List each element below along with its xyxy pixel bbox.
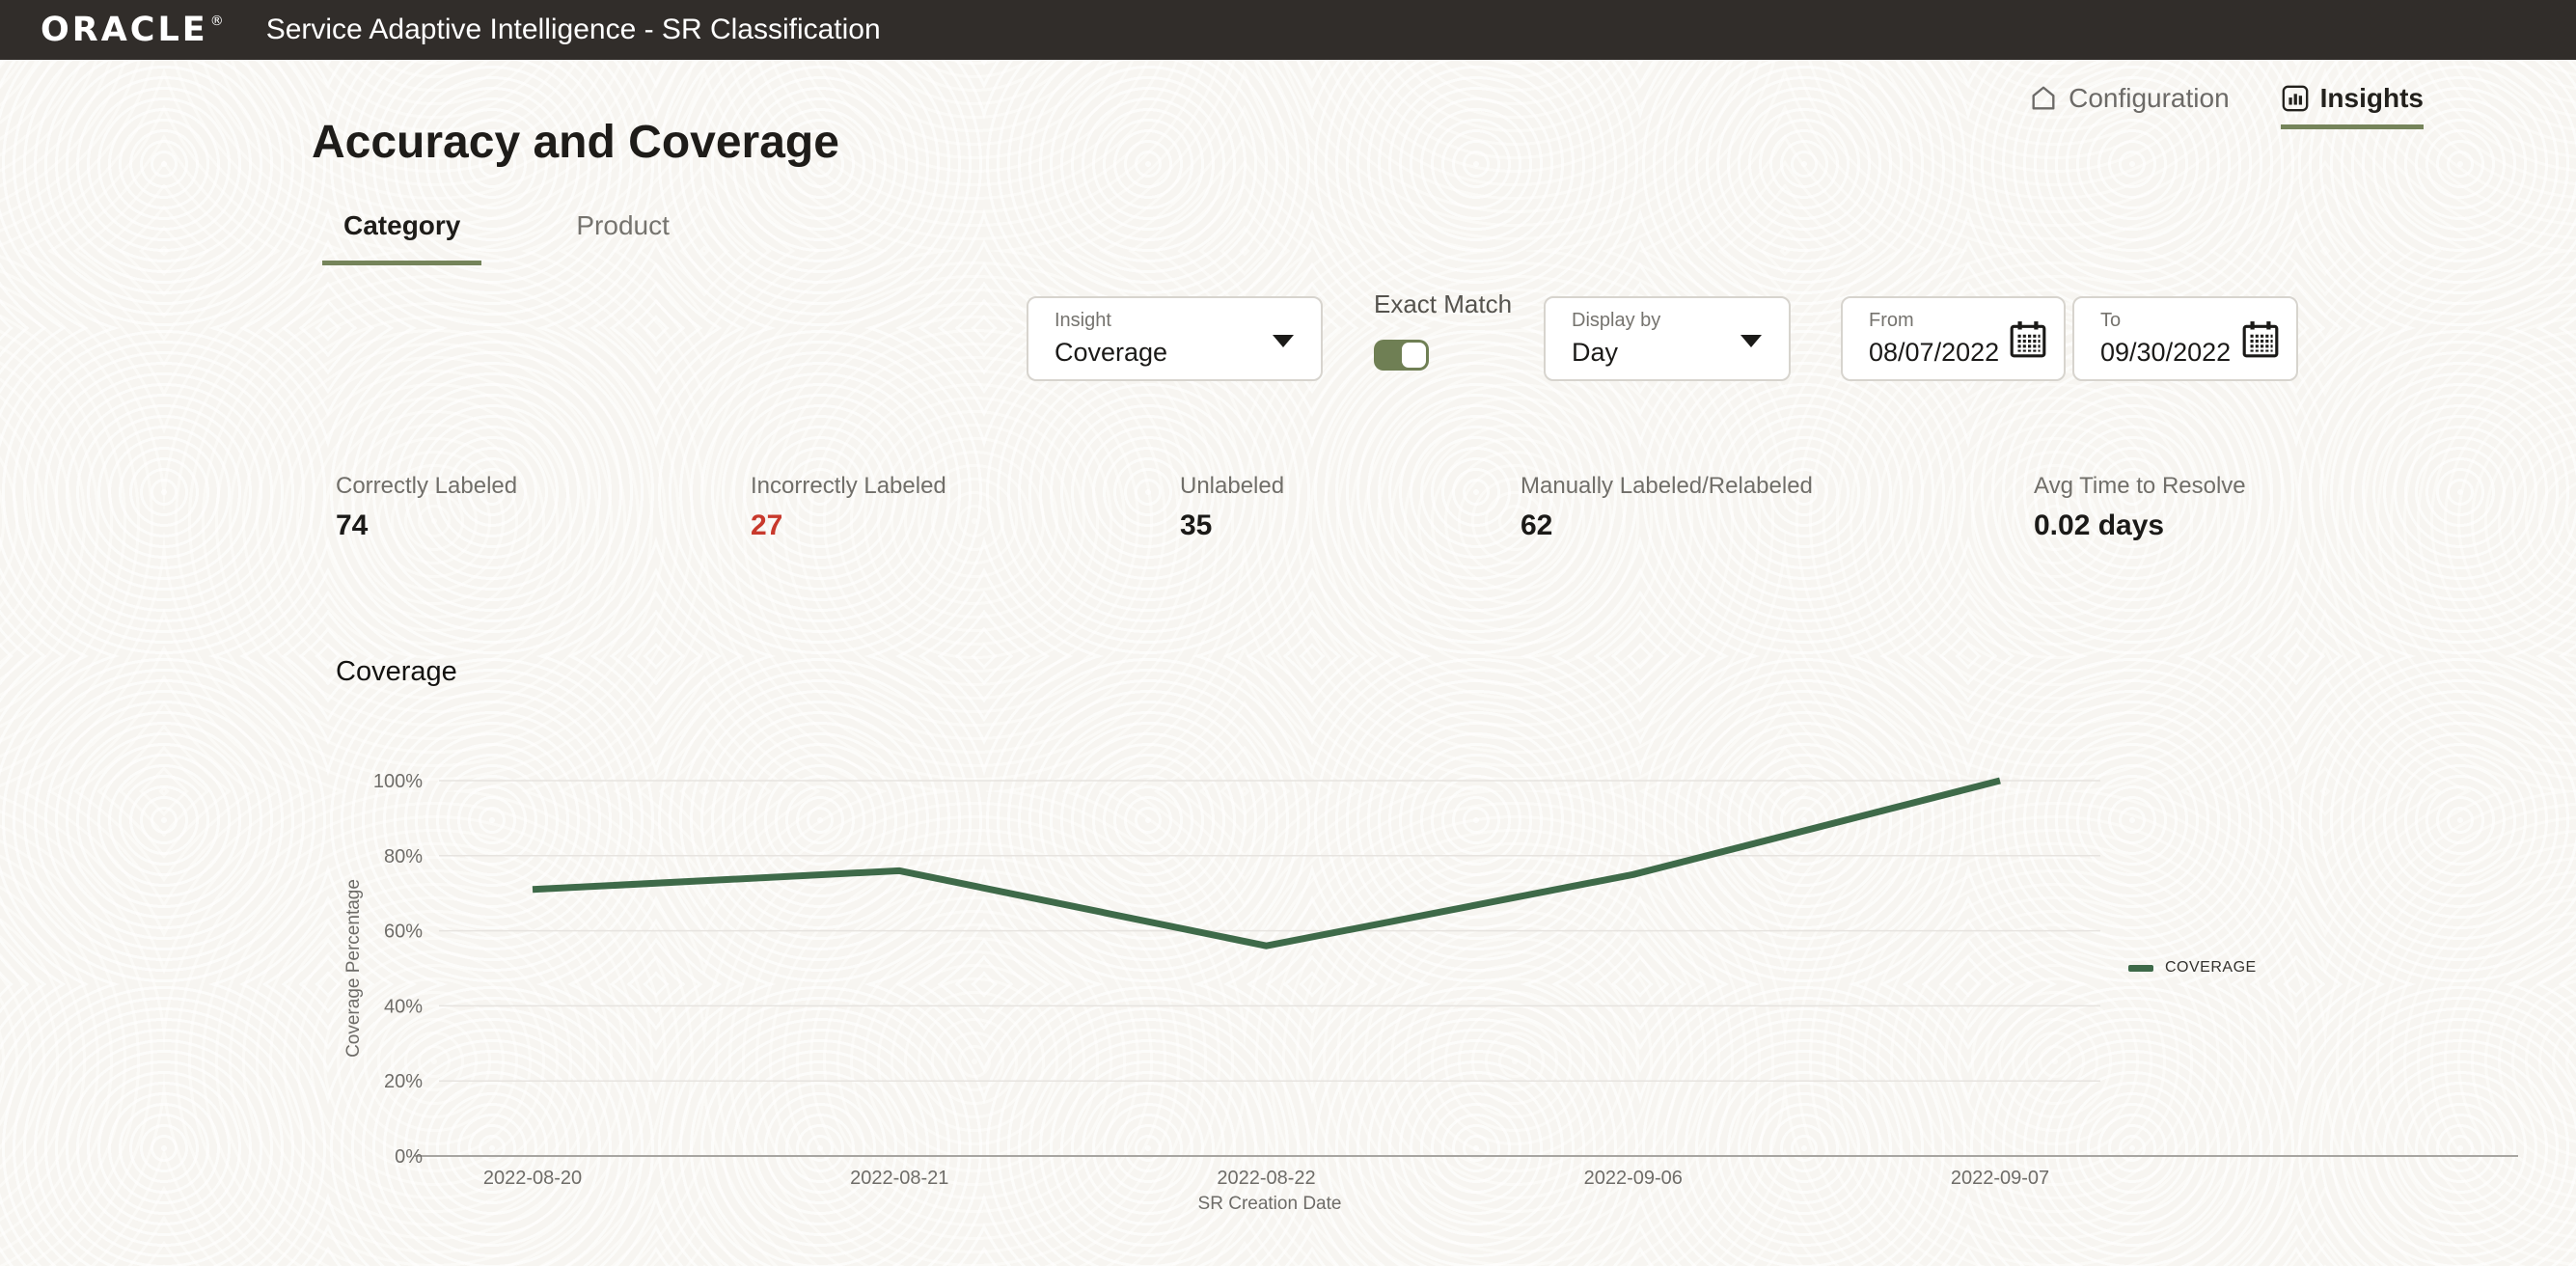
exact-match-toggle[interactable] xyxy=(1374,340,1429,371)
tabs: Category Product xyxy=(322,210,691,265)
from-date-value: 08/07/2022 xyxy=(1869,338,2000,367)
oracle-logo-text: ORACLE xyxy=(41,11,208,49)
tab-category[interactable]: Category xyxy=(322,210,482,265)
y-tick-label: 80% xyxy=(384,846,423,867)
stat-value: 62 xyxy=(1521,509,1553,541)
insight-select-value: Coverage xyxy=(1055,338,1168,367)
stat-avg-time-to-resolve: Avg Time to Resolve 0.02 days xyxy=(2034,475,2246,540)
to-date-label: To xyxy=(2100,310,2122,331)
nav-configuration[interactable]: Configuration xyxy=(2029,83,2230,114)
y-tick-label: 100% xyxy=(373,771,423,792)
exact-match-label: Exact Match xyxy=(1374,289,1513,318)
x-tick-label: 2022-09-07 xyxy=(1951,1168,2049,1189)
active-nav-underline xyxy=(2280,124,2424,129)
y-tick-label: 20% xyxy=(384,1071,423,1092)
stat-value: 35 xyxy=(1180,509,1213,541)
stat-label: Incorrectly Labeled xyxy=(751,473,946,499)
stat-label: Avg Time to Resolve xyxy=(2034,473,2246,499)
app-title: Service Adaptive Intelligence - SR Class… xyxy=(265,14,881,45)
stat-label: Correctly Labeled xyxy=(336,473,518,499)
y-tick-label: 40% xyxy=(384,996,423,1017)
bar-chart-icon xyxy=(2282,85,2309,112)
insight-select-label: Insight xyxy=(1055,310,1111,331)
x-tick-label: 2022-09-06 xyxy=(1584,1168,1683,1189)
stat-value: 0.02 days xyxy=(2034,509,2165,541)
insight-select[interactable]: Insight Coverage xyxy=(1027,296,1323,381)
x-axis-title: SR Creation Date xyxy=(1198,1194,1342,1214)
stat-manually-labeled: Manually Labeled/Relabeled 62 xyxy=(1521,475,1813,540)
y-tick-label: 0% xyxy=(395,1146,423,1168)
stat-value: 74 xyxy=(336,509,369,541)
to-date-field[interactable]: To 09/30/2022 xyxy=(2072,296,2298,381)
display-by-select-value: Day xyxy=(1572,338,1619,367)
line-dash-icon xyxy=(2128,964,2153,972)
y-axis-title: Coverage Percentage xyxy=(343,879,364,1058)
caret-down-icon xyxy=(1273,335,1294,347)
coverage-series-line[interactable] xyxy=(532,777,2001,950)
tab-product[interactable]: Product xyxy=(576,210,670,240)
nav-configuration-label: Configuration xyxy=(2069,83,2230,113)
home-icon xyxy=(2032,86,2055,110)
calendar-icon[interactable] xyxy=(2240,319,2281,360)
page-title: Accuracy and Coverage xyxy=(312,117,839,168)
y-tick-label: 60% xyxy=(384,922,423,943)
legend-label: COVERAGE xyxy=(2165,959,2257,976)
x-tick-label: 2022-08-20 xyxy=(483,1168,582,1189)
nav-insights[interactable]: Insights xyxy=(2280,83,2424,129)
display-by-select-label: Display by xyxy=(1572,310,1661,331)
stat-value: 27 xyxy=(751,509,783,541)
to-date-value: 09/30/2022 xyxy=(2100,338,2232,367)
oracle-logo: ORACLE ® xyxy=(41,11,224,49)
toggle-knob xyxy=(1402,343,1426,368)
stat-correctly-labeled: Correctly Labeled 74 xyxy=(336,475,517,540)
chart-title: Coverage xyxy=(336,656,457,687)
from-date-field[interactable]: From 08/07/2022 xyxy=(1841,296,2066,381)
stat-label: Unlabeled xyxy=(1180,473,1285,499)
x-tick-label: 2022-08-21 xyxy=(850,1168,948,1189)
nav-insights-label: Insights xyxy=(2319,83,2424,113)
calendar-icon[interactable] xyxy=(2008,319,2048,360)
stat-unlabeled: Unlabeled 35 xyxy=(1180,475,1284,540)
x-tick-label: 2022-08-22 xyxy=(1217,1168,1315,1189)
registered-mark: ® xyxy=(209,14,224,29)
from-date-label: From xyxy=(1869,310,1914,331)
caret-down-icon xyxy=(1740,335,1762,347)
display-by-select[interactable]: Display by Day xyxy=(1544,296,1791,381)
app-header: ORACLE ® Service Adaptive Intelligence - … xyxy=(0,0,2576,60)
top-nav: Configuration Insights xyxy=(2029,83,2424,129)
chart-legend: COVERAGE xyxy=(2128,959,2257,977)
stat-incorrectly-labeled: Incorrectly Labeled 27 xyxy=(751,475,946,540)
stat-label: Manually Labeled/Relabeled xyxy=(1521,473,1813,499)
